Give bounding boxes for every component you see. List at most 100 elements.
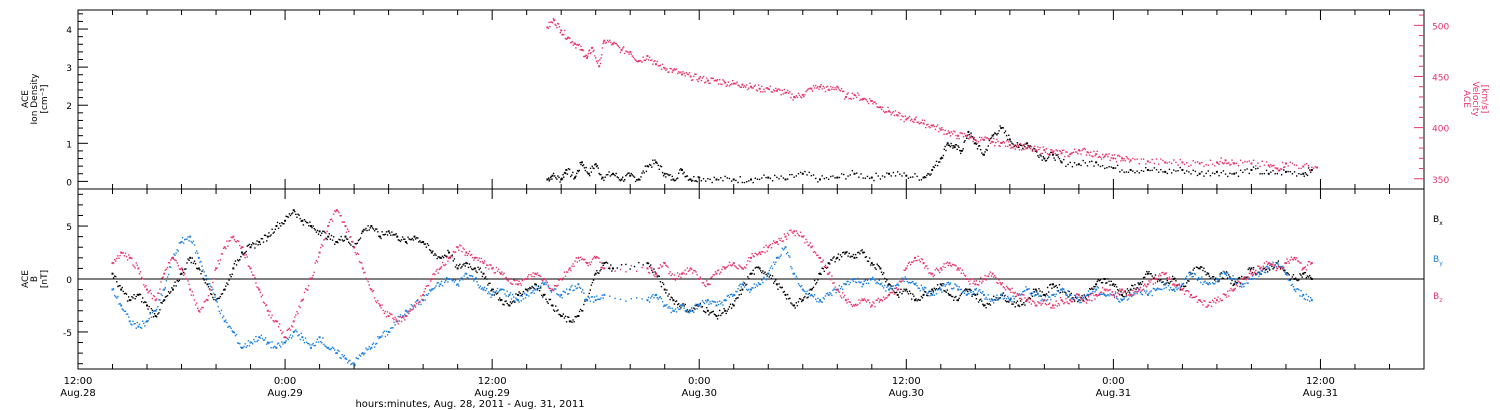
data-point-fill-bx (192, 262, 195, 264)
data-point-fill-velocity (1083, 147, 1085, 150)
data-point-fill-by (440, 280, 443, 283)
data-point-fill-by (766, 275, 768, 277)
data-point-fill-bz (205, 298, 208, 301)
data-point-fill-bz (602, 267, 604, 270)
data-point-fill-bx (1252, 266, 1255, 269)
data-point-fill-bz (669, 271, 671, 273)
data-point-bx-6 (163, 299, 166, 302)
data-point-fill-density (605, 174, 608, 176)
data-point-fill-velocity (671, 71, 673, 73)
data-point-fill-bx (1014, 306, 1016, 308)
data-point-fill-density (1304, 171, 1307, 174)
data-point-fill-bz (582, 258, 584, 260)
data-point-fill-by (941, 291, 943, 293)
data-point-fill-velocity (1252, 159, 1255, 162)
data-point-by-28 (353, 362, 356, 365)
data-point-fill-bx (667, 295, 669, 297)
data-point-fill-density (577, 170, 580, 173)
data-point-fill-bx (1193, 267, 1195, 269)
data-point-fill-bx (475, 270, 477, 272)
data-point-by-94 (957, 288, 960, 291)
data-point-by-32 (387, 330, 390, 333)
data-point-fill-by (864, 279, 867, 281)
data-point-fill-bx (398, 239, 401, 242)
data-point-fill-bx (262, 241, 265, 243)
data-point-fill-density (683, 171, 685, 174)
data-point-by-5 (154, 309, 157, 312)
data-point-fill-bz (356, 252, 359, 254)
data-point-fill-bx (236, 259, 239, 261)
data-point-fill-velocity (582, 49, 584, 52)
data-point-fill-by (1154, 289, 1157, 292)
data-point-fill-by (351, 363, 353, 365)
data-point-by-42 (473, 278, 476, 280)
data-point-fill-density (617, 177, 620, 179)
data-point-fill-bz (902, 279, 904, 281)
data-point-fill-bx (1239, 282, 1242, 285)
data-point-velocity-76 (1224, 159, 1227, 162)
data-point-fill-density (1053, 157, 1055, 159)
data-point-fill-by (1215, 281, 1217, 283)
data-point-fill-bz (518, 280, 520, 282)
data-point-fill-bz (738, 264, 740, 266)
data-point-fill-by (601, 294, 603, 296)
data-point-bz-67 (724, 267, 727, 270)
data-point-bz-72 (767, 246, 770, 249)
data-point-by-25 (327, 346, 330, 349)
data-point-fill-bx (676, 303, 679, 306)
data-point-fill-by (682, 304, 684, 306)
data-point-fill-bz (391, 313, 393, 316)
data-point-fill-velocity (1257, 162, 1259, 164)
data-point-fill-velocity (570, 41, 573, 44)
data-point-fill-bx (772, 282, 775, 284)
data-point-fill-bx (243, 252, 245, 255)
data-point-fill-by (873, 278, 875, 280)
data-point-bx-16 (249, 246, 252, 249)
data-point-bz-50 (542, 278, 545, 280)
data-point-fill-velocity (676, 72, 679, 75)
data-point-fill-bx (859, 253, 861, 255)
data-point-fill-bz (847, 298, 849, 300)
data-point-fill-by (518, 301, 520, 303)
data-point-bx-86 (879, 267, 882, 270)
data-point-fill-velocity (611, 44, 613, 46)
data-point-fill-bx (844, 253, 846, 255)
data-point-fill-bz (740, 266, 742, 269)
data-point-fill-bx (254, 247, 256, 249)
data-point-fill-velocity (1282, 161, 1284, 164)
data-point-fill-bz (671, 273, 673, 275)
data-point-fill-by (1291, 283, 1294, 286)
data-point-fill-by (929, 295, 931, 297)
data-point-bx-85 (870, 262, 873, 265)
data-point-fill-bx (1002, 292, 1005, 294)
data-point-fill-velocity (960, 132, 963, 134)
data-point-fill-bx (321, 232, 323, 234)
data-point-fill-by (778, 257, 780, 259)
data-point-fill-bx (593, 274, 596, 276)
data-point-fill-velocity (908, 115, 911, 118)
data-point-fill-by (694, 304, 696, 307)
data-point-fill-bz (1244, 277, 1246, 279)
data-point-fill-by (821, 301, 823, 303)
data-point-fill-bz (304, 287, 307, 290)
data-point-fill-velocity (1071, 152, 1074, 154)
data-point-fill-by (1087, 290, 1090, 292)
data-point-fill-by (986, 298, 988, 301)
data-point-fill-bx (841, 251, 844, 254)
data-point-fill-bz (445, 263, 447, 266)
data-point-fill-bz (529, 278, 531, 280)
data-point-fill-velocity (891, 112, 893, 114)
data-point-fill-by (854, 281, 857, 283)
data-point-fill-bx (771, 275, 774, 277)
data-point-fill-bz (625, 271, 627, 273)
data-point-fill-by (404, 313, 406, 316)
data-point-fill-by (812, 295, 815, 298)
data-point-fill-by (181, 236, 184, 239)
data-point-fill-density (549, 176, 552, 179)
data-point-bz-3 (137, 267, 140, 270)
data-point-density-62 (1284, 170, 1287, 173)
data-point-fill-bx (211, 293, 213, 296)
data-point-fill-density (564, 171, 566, 174)
data-point-fill-velocity (789, 91, 791, 93)
data-point-fill-by (685, 309, 687, 312)
